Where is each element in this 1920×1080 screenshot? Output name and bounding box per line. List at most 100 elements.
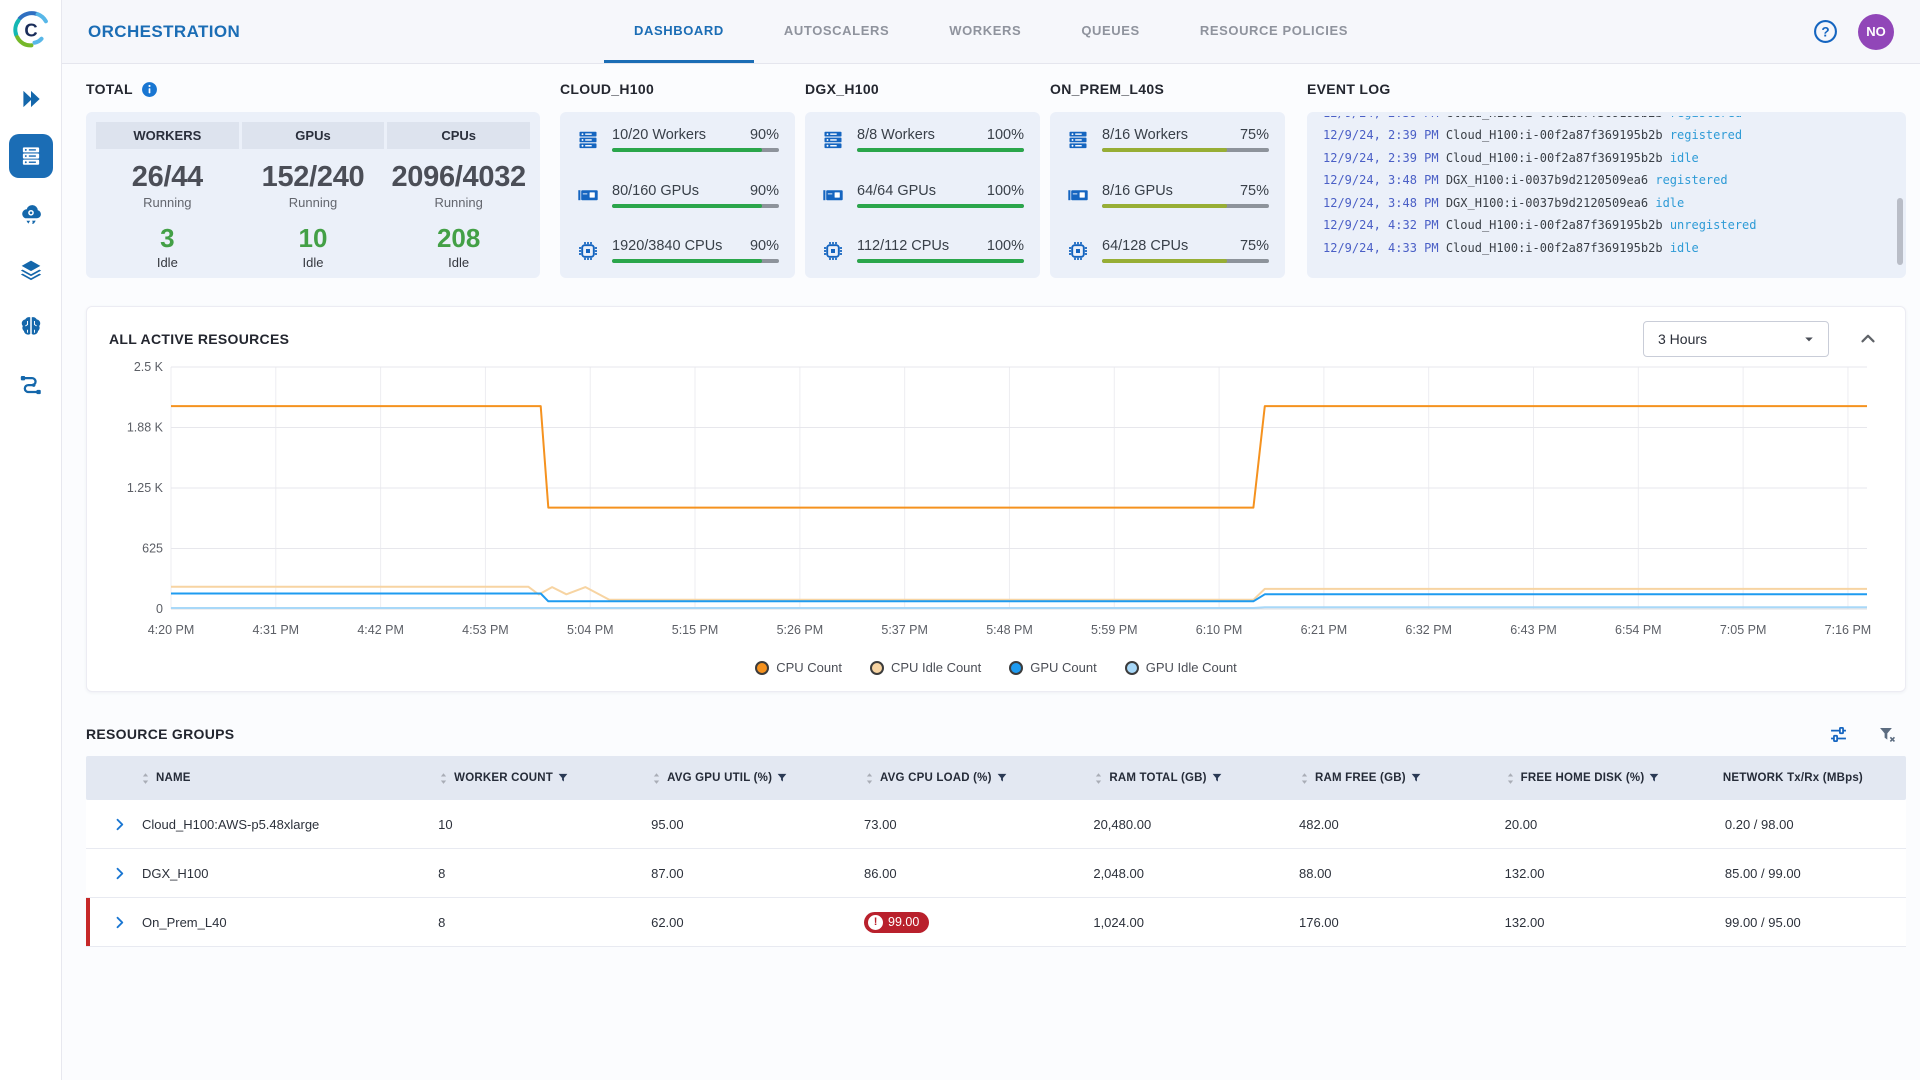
metric-row: 8/8 Workers 100%: [821, 127, 1024, 152]
legend-label: GPU Idle Count: [1146, 660, 1237, 675]
chevron-right-icon[interactable]: [110, 913, 129, 932]
sidebar-item-expand[interactable]: [9, 77, 53, 121]
event-status: unregistered: [1670, 218, 1757, 232]
column-label: NETWORK Tx/Rx (MBps): [1723, 772, 1863, 784]
table-body: Cloud_H100:AWS-p5.48xlarge1095.0073.0020…: [86, 800, 1906, 947]
help-icon[interactable]: ?: [1813, 19, 1838, 44]
column-header-ram-free-gb[interactable]: RAM FREE (GB): [1289, 771, 1495, 786]
legend-swatch: [1125, 661, 1139, 675]
table-row-dgx-h100[interactable]: DGX_H100887.0086.002,048.0088.00132.0085…: [86, 849, 1906, 898]
resource-card-cloud_h100: CLOUD_H100 10/20 Workers 90% 80/160 GPUs…: [560, 78, 795, 278]
event-message: Cloud_H100:i-00f2a87f369195b2b: [1446, 128, 1663, 142]
filter-icon[interactable]: [556, 771, 570, 785]
table-cell: 99.00 / 95.00: [1715, 915, 1906, 930]
legend-item-gpu-count[interactable]: GPU Count: [1009, 660, 1096, 675]
event-timestamp: 12/9/24, 4:33 PM: [1323, 241, 1439, 255]
legend-item-gpu-idle-count[interactable]: GPU Idle Count: [1125, 660, 1237, 675]
svg-text:4:53 PM: 4:53 PM: [462, 623, 509, 637]
info-icon[interactable]: [141, 81, 158, 98]
resource-groups-header: RESOURCE GROUPS: [86, 722, 1906, 746]
column-header-avg-gpu-util[interactable]: AVG GPU UTIL (%): [641, 771, 854, 786]
gpu-icon: [821, 183, 845, 207]
table-row-on-prem-l40[interactable]: On_Prem_L40862.00!99.001,024.00176.00132…: [86, 898, 1906, 947]
column-header-avg-cpu-load[interactable]: AVG CPU LOAD (%): [854, 771, 1083, 786]
sort-icon[interactable]: [1503, 771, 1518, 786]
time-range-dropdown[interactable]: 3 Hours: [1643, 321, 1829, 357]
metric-row: 8/16 GPUs 75%: [1066, 183, 1269, 208]
table-cell: 132.00: [1495, 915, 1715, 930]
sidebar-item-queues[interactable]: [9, 248, 53, 292]
total-panel: TOTAL WORKERS26/44Running3IdleGPUs152/24…: [86, 78, 540, 278]
filter-icon[interactable]: [775, 771, 789, 785]
series-cpu-count: [171, 406, 1867, 508]
column-header-network-tx-rx-mbps[interactable]: NETWORK Tx/Rx (MBps): [1715, 772, 1906, 784]
table-cell: 86.00: [854, 866, 1083, 881]
column-header-ram-total-gb[interactable]: RAM TOTAL (GB): [1083, 771, 1289, 786]
total-column-header: WORKERS: [96, 122, 239, 149]
event-message: Cloud_H100:i-00f2a87f369195b2b: [1446, 241, 1663, 255]
metric-percent: 75%: [1240, 183, 1269, 199]
chevron-up-icon[interactable]: [1857, 328, 1879, 350]
sidebar-item-autoscalers[interactable]: [9, 191, 53, 235]
content: TOTAL WORKERS26/44Running3IdleGPUs152/24…: [62, 64, 1920, 947]
topbar-right: ? NO: [1813, 14, 1894, 50]
sort-icon[interactable]: [1297, 771, 1312, 786]
legend-label: GPU Count: [1030, 660, 1096, 675]
metric-progress-bar: [1102, 259, 1269, 263]
sidebar-item-dashboard[interactable]: [9, 134, 53, 178]
filter-icon[interactable]: [1409, 771, 1423, 785]
metric-row: 1920/3840 CPUs 90%: [576, 238, 779, 263]
metric-progress-bar: [857, 204, 1024, 208]
sort-icon[interactable]: [436, 771, 451, 786]
event-status: idle: [1670, 241, 1699, 255]
column-header-free-home-disk[interactable]: FREE HOME DISK (%): [1495, 771, 1715, 786]
sort-icon[interactable]: [1091, 771, 1106, 786]
legend-swatch: [1009, 661, 1023, 675]
tab-workers[interactable]: WORKERS: [919, 0, 1051, 63]
alert-badge: !99.00: [864, 912, 929, 933]
column-header-name[interactable]: NAME: [86, 771, 428, 786]
table-row-cloud-h100-aws-p5-48xlarge[interactable]: Cloud_H100:AWS-p5.48xlarge1095.0073.0020…: [86, 800, 1906, 849]
filter-icon[interactable]: [995, 771, 1009, 785]
tab-dashboard[interactable]: DASHBOARD: [604, 0, 754, 63]
tab-resource-policies[interactable]: RESOURCE POLICIES: [1170, 0, 1378, 63]
event-log-entry: 12/9/24, 4:32 PM Cloud_H100:i-00f2a87f36…: [1323, 214, 1890, 237]
tab-queues[interactable]: QUEUES: [1051, 0, 1170, 63]
sidebar-item-pipelines[interactable]: [9, 362, 53, 406]
sort-icon[interactable]: [138, 771, 153, 786]
series-gpu-idle-count: [171, 607, 1867, 608]
legend-item-cpu-idle-count[interactable]: CPU Idle Count: [870, 660, 981, 675]
sort-icon[interactable]: [862, 771, 877, 786]
svg-text:2.5 K: 2.5 K: [134, 360, 164, 374]
clearml-logo-icon[interactable]: C: [10, 9, 52, 51]
svg-text:5:15 PM: 5:15 PM: [672, 623, 719, 637]
tab-autoscalers[interactable]: AUTOSCALERS: [754, 0, 919, 63]
legend-item-cpu-count[interactable]: CPU Count: [755, 660, 842, 675]
sidebar: C: [0, 0, 62, 1080]
chart-legend: CPU Count CPU Idle Count GPU Count GPU Idle…: [109, 648, 1883, 685]
chevron-right-icon[interactable]: [110, 815, 129, 834]
sidebar-item-ai[interactable]: [9, 305, 53, 349]
idle-label: Idle: [303, 255, 324, 270]
table-toolbar: [1828, 724, 1898, 745]
column-label: RAM TOTAL (GB): [1109, 772, 1206, 784]
filter-icon[interactable]: [1210, 771, 1224, 785]
resource-group-name: DGX_H100: [142, 866, 208, 881]
cell-name: On_Prem_L40: [86, 913, 428, 932]
legend-label: CPU Count: [776, 660, 842, 675]
filter-icon[interactable]: [1647, 771, 1661, 785]
column-header-worker-count[interactable]: WORKER COUNT: [428, 771, 641, 786]
table-cell: 132.00: [1495, 866, 1715, 881]
chevron-right-icon[interactable]: [110, 864, 129, 883]
table-cell: 8: [428, 866, 641, 881]
avatar[interactable]: NO: [1858, 14, 1894, 50]
sort-icon[interactable]: [649, 771, 664, 786]
svg-text:0: 0: [156, 602, 163, 616]
filter-clear-icon[interactable]: [1877, 724, 1898, 745]
event-timestamp: 12/9/24, 2:39 PM: [1323, 116, 1439, 120]
metric-percent: 100%: [987, 127, 1024, 143]
chart-title: ALL ACTIVE RESOURCES: [109, 328, 289, 350]
table-cell: 20,480.00: [1083, 817, 1289, 832]
event-log-scrollbar[interactable]: [1897, 198, 1903, 264]
columns-settings-icon[interactable]: [1828, 724, 1849, 745]
